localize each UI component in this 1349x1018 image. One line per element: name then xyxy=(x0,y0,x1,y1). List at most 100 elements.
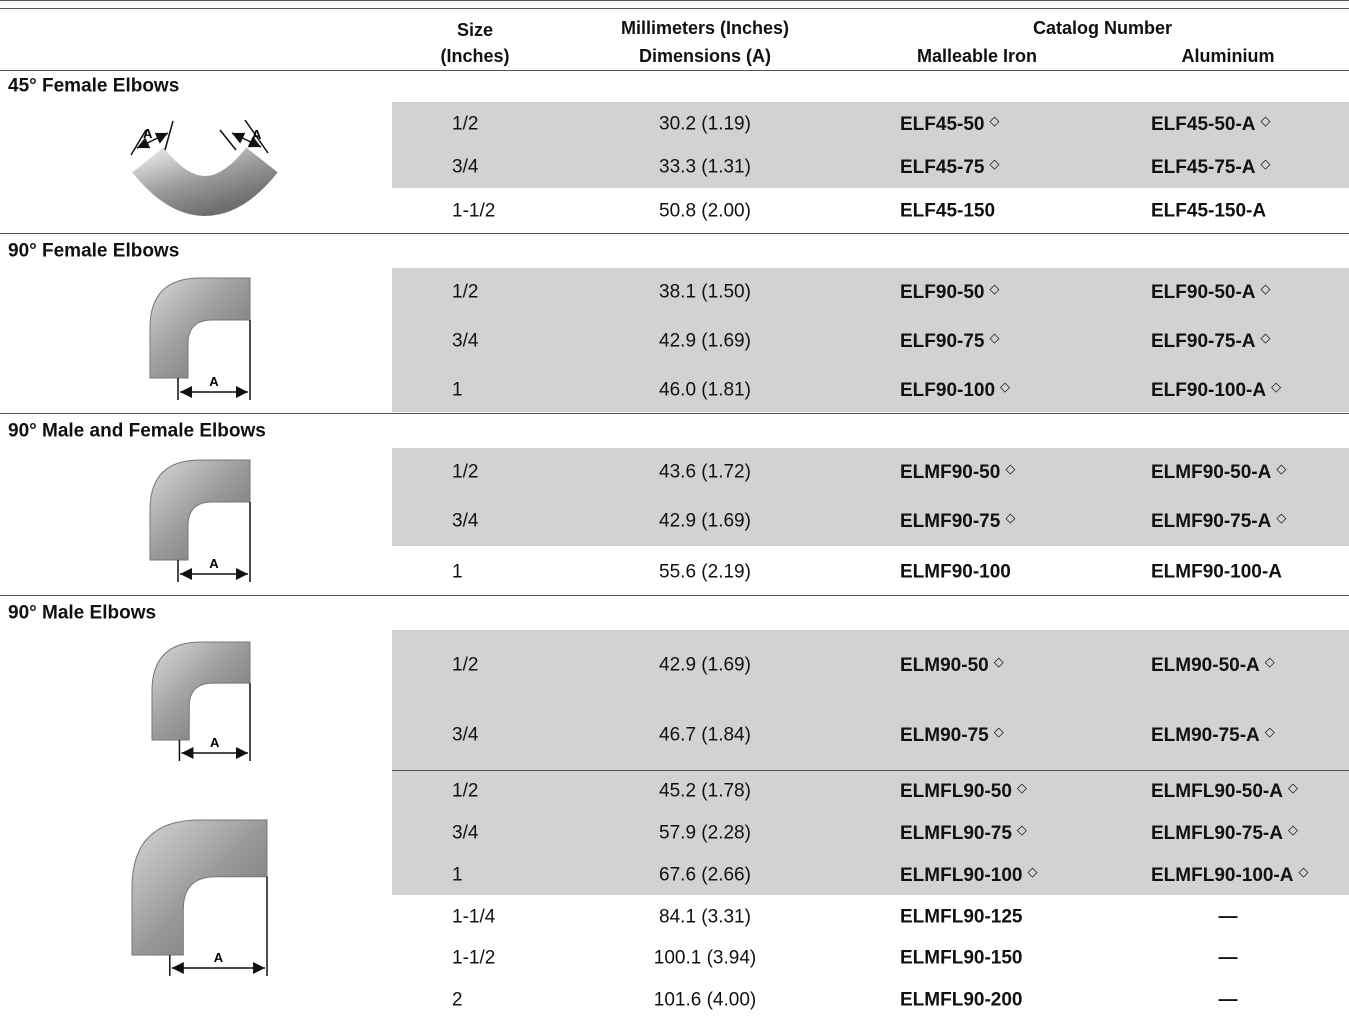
malleable-iron: ELMFL90-100 ◇ xyxy=(900,865,1037,885)
availability-mark: ◇ xyxy=(1276,461,1287,476)
aluminium: ELF90-75-A ◇ xyxy=(1151,331,1271,351)
catalog-number: ELM90-50 xyxy=(900,655,989,676)
availability-mark: ◇ xyxy=(1000,379,1011,394)
dimension: 42.9 (1.69) xyxy=(659,510,751,532)
dimension: 43.6 (1.72) xyxy=(659,461,751,483)
availability-mark: ◇ xyxy=(1005,461,1016,476)
aluminium: — xyxy=(1178,949,1278,968)
availability-mark: ◇ xyxy=(1260,113,1271,128)
aluminium: ELF45-50-A ◇ xyxy=(1151,114,1271,134)
header-size-unit: (Inches) xyxy=(440,46,510,66)
catalog-number: ELMFL90-125 xyxy=(900,906,1023,928)
aluminium: ELMFL90-100-A ◇ xyxy=(1151,865,1309,885)
catalog-number: ELM90-50-A xyxy=(1151,655,1260,676)
elbow xyxy=(149,459,251,561)
size: 1 xyxy=(452,379,463,401)
malleable-iron: ELMFL90-125 xyxy=(900,908,1022,927)
malleable-iron: ELF45-75 ◇ xyxy=(900,157,999,177)
catalog-number: — xyxy=(1218,947,1238,969)
aluminium: ELM90-75-A ◇ xyxy=(1151,725,1275,745)
rule xyxy=(0,8,1349,9)
aluminium: ELMFL90-50-A ◇ xyxy=(1151,781,1298,801)
aluminium: ELMF90-100-A xyxy=(1151,563,1282,582)
catalog-number: ELF45-50 xyxy=(900,114,985,135)
availability-mark: ◇ xyxy=(989,330,1000,345)
size: 1/2 xyxy=(452,461,479,483)
availability-mark: ◇ xyxy=(1264,654,1275,669)
availability-mark: ◇ xyxy=(1276,510,1287,525)
catalog-number: ELMF90-100 xyxy=(900,561,1011,583)
size: 1/2 xyxy=(452,654,479,676)
aluminium: — xyxy=(1178,991,1278,1010)
section-title: 90° Female Elbows xyxy=(8,240,180,262)
section-title: 45° Female Elbows xyxy=(8,75,180,97)
malleable-iron: ELMFL90-200 xyxy=(900,991,1022,1010)
row-band xyxy=(392,268,1349,412)
aluminium: ELF45-75-A ◇ xyxy=(1151,157,1271,177)
row-band xyxy=(392,630,1349,770)
malleable-iron: ELMF90-75 ◇ xyxy=(900,511,1015,531)
catalog-number: ELMFL90-150 xyxy=(900,947,1023,969)
catalog-number: ELMFL90-75 xyxy=(900,823,1012,844)
malleable-iron: ELMFL90-150 xyxy=(900,949,1022,968)
aluminium: ELMFL90-75-A ◇ xyxy=(1151,823,1298,843)
catalog-number: — xyxy=(1218,989,1238,1011)
availability-mark: ◇ xyxy=(989,281,1000,296)
catalog-number: ELF45-75 xyxy=(900,157,985,178)
malleable-iron: ELMFL90-75 ◇ xyxy=(900,823,1027,843)
dimension: 46.0 (1.81) xyxy=(659,379,751,401)
malleable-iron: ELF90-75 ◇ xyxy=(900,331,999,351)
section-title: 90° Male and Female Elbows xyxy=(8,420,266,442)
catalog-number: ELMF90-100-A xyxy=(1151,561,1282,583)
size: 2 xyxy=(452,989,463,1011)
dimension: 100.1 (3.94) xyxy=(653,947,757,969)
malleable-iron: ELF45-50 ◇ xyxy=(900,114,999,134)
dimension-label: A xyxy=(252,127,262,142)
row-band xyxy=(392,770,1349,895)
size: 1/2 xyxy=(452,113,479,135)
availability-mark: ◇ xyxy=(989,156,1000,171)
availability-mark: ◇ xyxy=(1005,510,1016,525)
malleable-iron: ELMF90-100 xyxy=(900,563,1011,582)
header-dimensions-title: Millimeters (Inches) xyxy=(620,18,790,38)
elbow xyxy=(151,641,251,741)
catalog-number: ELMF90-50-A xyxy=(1151,462,1272,483)
rule xyxy=(392,770,1349,771)
dimension-label: A xyxy=(209,556,219,571)
aluminium: ELMF90-75-A ◇ xyxy=(1151,511,1286,531)
elbow xyxy=(149,277,251,379)
catalog-number: ELF90-100 xyxy=(900,380,996,401)
catalog-number: ELMF90-75 xyxy=(900,511,1001,532)
dimension: 46.7 (1.84) xyxy=(659,724,751,746)
dimension-label: A xyxy=(209,374,219,389)
catalog-number: ELMFL90-200 xyxy=(900,989,1023,1011)
catalog-number: ELMFL90-100-A xyxy=(1151,865,1294,886)
rule xyxy=(0,233,1349,234)
size: 3/4 xyxy=(452,510,479,532)
dimension: 33.3 (1.31) xyxy=(659,156,751,178)
availability-mark: ◇ xyxy=(1271,379,1282,394)
dimension-label: A xyxy=(143,126,153,141)
header-size: Size xyxy=(456,20,494,40)
malleable-iron: ELF45-150 xyxy=(900,202,995,221)
header-dimensions: Dimensions (A) xyxy=(638,46,771,66)
header-malleable-iron: Malleable Iron xyxy=(916,46,1038,66)
malleable-iron: ELMF90-50 ◇ xyxy=(900,462,1015,482)
catalog-number: ELF90-75 xyxy=(900,331,985,352)
rule xyxy=(0,70,1349,71)
availability-mark: ◇ xyxy=(1287,822,1298,837)
dimension: 55.6 (2.19) xyxy=(659,561,751,583)
aluminium: ELF90-100-A ◇ xyxy=(1151,380,1281,400)
availability-mark: ◇ xyxy=(993,724,1004,739)
availability-mark: ◇ xyxy=(1260,281,1271,296)
elbow xyxy=(131,819,268,956)
dimension: 101.6 (4.00) xyxy=(653,989,757,1011)
section-title: 90° Male Elbows xyxy=(8,602,157,624)
dimension-arrow xyxy=(231,132,262,148)
aluminium: ELMF90-50-A ◇ xyxy=(1151,462,1286,482)
catalog-number: ELF45-50-A xyxy=(1151,114,1256,135)
dimension-arrow xyxy=(136,132,169,149)
catalog-number: ELMF90-50 xyxy=(900,462,1001,483)
aluminium: ELM90-50-A ◇ xyxy=(1151,655,1275,675)
